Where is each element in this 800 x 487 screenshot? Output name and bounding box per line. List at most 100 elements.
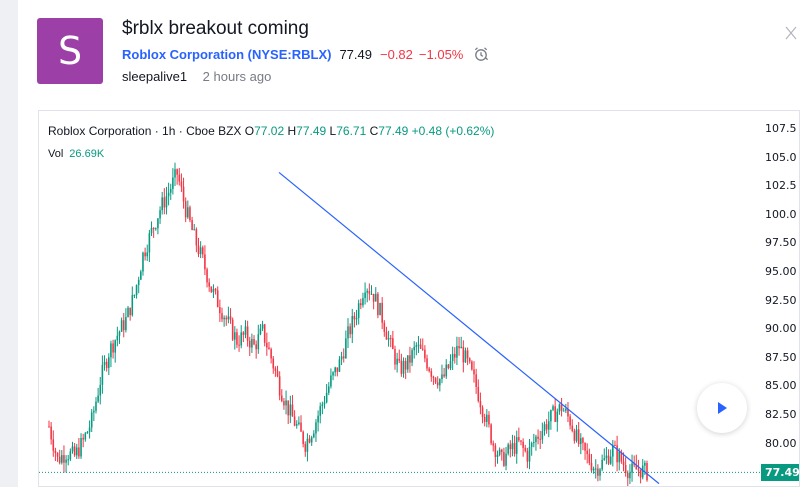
play-button[interactable] [697, 383, 747, 433]
candle-body [584, 442, 586, 451]
candle-body [550, 409, 552, 422]
candle-body [622, 461, 625, 465]
candle-body [571, 425, 574, 431]
candle-body [116, 335, 119, 341]
candle-body [624, 464, 627, 474]
candle-body [300, 422, 302, 432]
candle-body [95, 401, 97, 411]
candle-body [221, 313, 223, 320]
candle-body [161, 197, 163, 211]
candle-body [208, 282, 210, 287]
candle-body [86, 431, 89, 434]
author-avatar[interactable]: S [37, 18, 103, 84]
candle-body [451, 353, 454, 362]
price-chart[interactable]: Roblox Corporation · 1h · Cboe BZX O77.0… [38, 110, 800, 487]
candle-body [490, 424, 492, 444]
candle-body [381, 302, 383, 323]
candle-body [255, 344, 257, 350]
last-price: 77.49 [339, 46, 372, 62]
legend-close-label: C [369, 124, 379, 138]
candle-body [468, 358, 471, 362]
candle-body [310, 437, 313, 443]
candle-body [336, 367, 339, 372]
candle-body [353, 316, 356, 320]
ticker-symbol[interactable]: (NYSE:RBLX) [247, 46, 332, 62]
candle-body [492, 443, 495, 446]
candle-body [626, 473, 629, 479]
candle-body [289, 404, 292, 416]
volume-value: 26.69K [69, 148, 105, 160]
candle-body [588, 454, 591, 463]
candle-body [263, 324, 266, 343]
candle-body [364, 292, 366, 299]
candle-body [545, 424, 548, 430]
candle-body [419, 344, 422, 349]
candle-body [114, 340, 117, 353]
candle-body [182, 186, 185, 202]
candle-body [80, 437, 82, 457]
candle-body [338, 359, 341, 372]
candle-body [321, 404, 324, 407]
candle-body [562, 410, 565, 412]
author-username[interactable]: sleepalive1 [122, 69, 188, 84]
company-name[interactable]: Roblox Corporation [122, 46, 245, 62]
candle-body [332, 372, 334, 376]
idea-title[interactable]: $rblx breakout coming [122, 18, 309, 39]
chart-plot-area[interactable] [39, 111, 800, 487]
candle-body [513, 443, 516, 454]
candle-body [466, 350, 469, 359]
symbol-link[interactable]: Roblox Corporation (NYSE:RBLX) [122, 47, 331, 62]
candle-body [524, 447, 527, 451]
candle-body [90, 412, 93, 428]
candle-body [575, 429, 578, 441]
price-axis-tick: 87.50 [765, 350, 797, 364]
candle-body [261, 324, 264, 329]
candle-body [214, 289, 217, 291]
candle-body [421, 348, 424, 350]
candle-body [82, 437, 84, 440]
candle-body [61, 455, 63, 463]
candle-body [449, 361, 452, 369]
candle-body [240, 332, 243, 346]
close-icon[interactable] [784, 26, 798, 40]
candle-body [398, 358, 401, 361]
candle-body [246, 326, 249, 341]
legend-low: 76.71 [336, 124, 367, 138]
candle-body [592, 468, 595, 471]
candle-body [78, 447, 80, 457]
play-icon [718, 402, 727, 414]
candle-body [526, 450, 529, 462]
candle-body [304, 443, 307, 452]
candle-body [629, 472, 631, 479]
candle-body [97, 395, 99, 402]
candle-body [108, 357, 110, 368]
candle-body [118, 331, 121, 336]
price-change-percent: −1.05% [418, 46, 464, 62]
candle-body [607, 455, 610, 464]
candle-body [541, 431, 544, 440]
candle-body [342, 356, 345, 359]
candle-body [197, 245, 200, 255]
candle-body [133, 294, 136, 296]
candle-body [293, 416, 296, 426]
candle-body [511, 443, 514, 450]
candle-body [400, 360, 403, 374]
candle-body [483, 416, 486, 422]
candle-body [590, 462, 593, 471]
candle-body [272, 358, 275, 369]
trendline[interactable] [278, 172, 660, 485]
candle-body [225, 317, 228, 320]
candle-body [426, 358, 428, 369]
alarm-clock-icon[interactable] [473, 46, 489, 62]
candle-body [142, 252, 144, 272]
candle-body [180, 181, 183, 187]
candle-body [458, 346, 460, 349]
legend-open-label: O [244, 124, 255, 138]
candle-body [603, 458, 606, 460]
candle-body [69, 451, 72, 460]
legend-change: +0.48 (+0.62%) [411, 124, 495, 138]
candle-body [500, 449, 503, 453]
candle-body [75, 447, 78, 456]
candle-body [317, 415, 319, 423]
candle-body [212, 289, 215, 293]
